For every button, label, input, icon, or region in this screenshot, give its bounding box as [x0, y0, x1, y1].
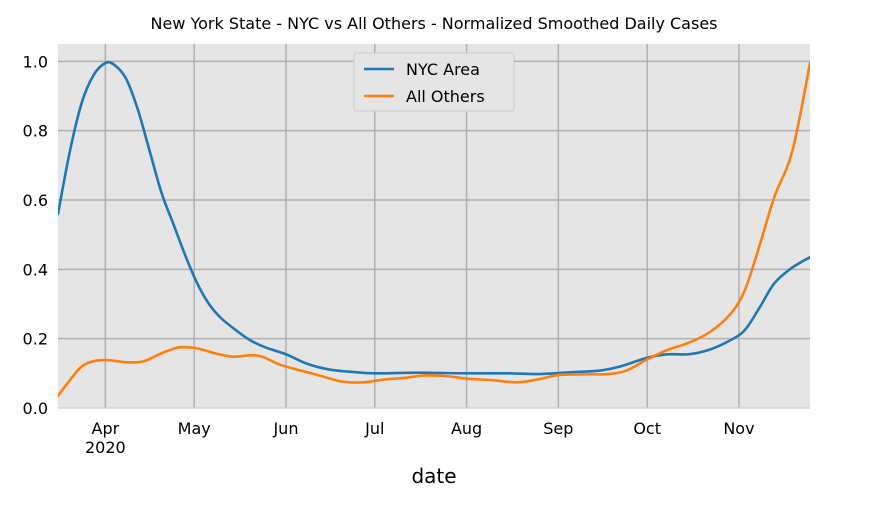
x-tick-label: Apr — [92, 419, 120, 438]
x-tick-label: Aug — [451, 419, 482, 438]
x-tick-sublabel: 2020 — [85, 438, 126, 457]
series-line-all-others — [58, 61, 810, 398]
legend-label: NYC Area — [406, 60, 480, 79]
legend-label: All Others — [406, 87, 485, 106]
x-tick-label: Jun — [272, 419, 298, 438]
x-tick-label: Oct — [633, 419, 661, 438]
x-tick-label: Sep — [543, 419, 573, 438]
y-tick-label: 0.8 — [23, 122, 48, 141]
y-tick-label: 1.0 — [23, 52, 48, 71]
y-tick-label: 0.2 — [23, 330, 48, 349]
y-tick-label: 0.6 — [23, 191, 48, 210]
chart-title: New York State - NYC vs All Others - Nor… — [151, 14, 718, 33]
y-tick-label: 0.0 — [23, 399, 48, 418]
y-tick-label: 0.4 — [23, 260, 48, 279]
x-tick-label: Jul — [364, 419, 384, 438]
x-tick-label: May — [178, 419, 211, 438]
x-axis-label: date — [411, 464, 456, 488]
x-tick-label: Nov — [723, 419, 754, 438]
series-line-nyc-area — [58, 60, 810, 376]
